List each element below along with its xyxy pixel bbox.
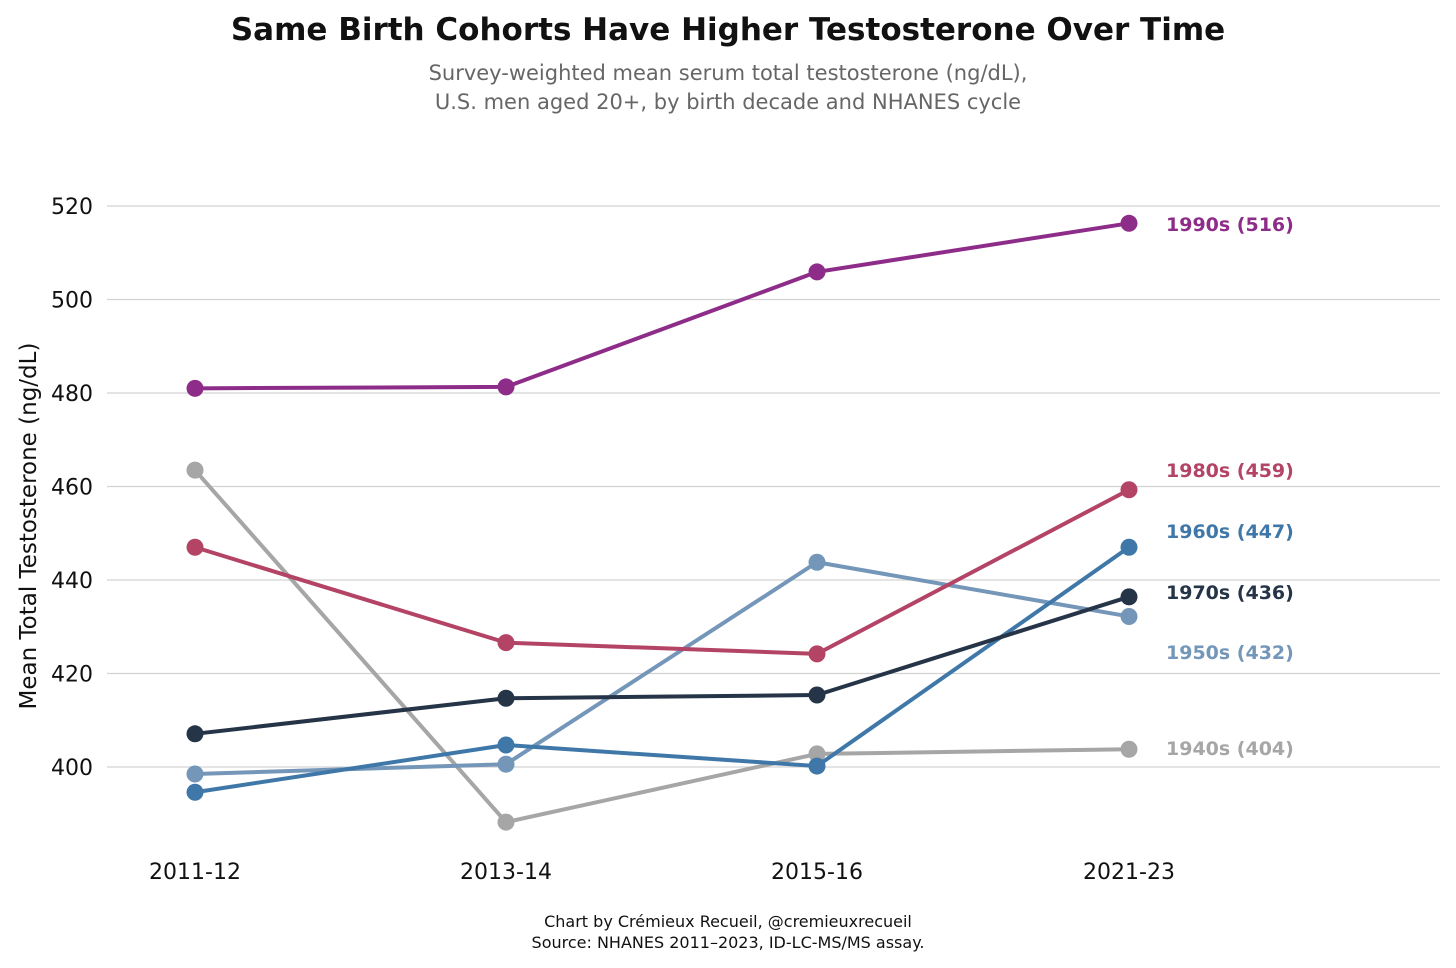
x-axis-ticks: 2011-12 2013-14 2015-16 2021-23 [149,860,1175,885]
end-label-1950s: 1950s (432) [1166,642,1294,664]
chart-subtitle-line-2: U.S. men aged 20+, by birth decade and N… [435,90,1021,114]
end-label-1980s: 1980s (459) [1166,460,1294,482]
series-line-1980s [193,487,1131,656]
chart-subtitle-line-1: Survey-weighted mean serum total testost… [429,61,1028,85]
y-tick-label: 520 [51,195,93,220]
y-tick-label: 480 [51,382,93,407]
data-point-1990s [808,263,826,281]
data-point-1970s [497,689,515,707]
end-label-1960s: 1960s (447) [1166,521,1294,543]
data-point-1940s [186,461,204,479]
y-tick-label: 460 [51,476,93,501]
y-axis-label: Mean Total Testosterone (ng/dL) [16,343,42,710]
data-point-1940s [808,745,826,763]
data-point-1990s [1120,214,1138,232]
series-line-1990s [193,221,1131,391]
series-line-1960s [193,545,1131,795]
data-point-1950s [808,553,826,571]
end-label-1940s: 1940s (404) [1166,738,1294,760]
series-1970s [186,588,1138,743]
series-1960s [186,538,1138,801]
data-point-1990s [186,379,204,397]
end-label-1990s: 1990s (516) [1166,214,1294,236]
data-point-1970s [808,686,826,704]
data-point-1990s [497,378,515,396]
y-tick-label: 500 [51,289,93,314]
credit-line: Chart by Crémieux Recueil, @cremieuxrecu… [544,912,912,931]
data-point-1950s [186,765,204,783]
data-point-1950s [497,755,515,773]
series-1980s [186,481,1138,663]
end-label-1970s: 1970s (436) [1166,582,1294,604]
y-tick-label: 400 [51,756,93,781]
data-point-1970s [186,725,204,743]
series-1940s [186,461,1138,831]
series-1990s [186,214,1138,397]
series-line-1950s [193,560,1131,777]
series-layer [186,214,1138,831]
data-point-1970s [1120,588,1138,606]
data-point-1980s [497,634,515,652]
source-line: Source: NHANES 2011–2023, ID-LC-MS/MS as… [532,933,925,952]
data-point-1940s [1120,740,1138,758]
x-tick-label: 2015-16 [771,860,863,885]
series-line-1940s [193,468,1131,825]
chart-title: Same Birth Cohorts Have Higher Testoster… [231,12,1225,48]
data-point-1940s [497,813,515,831]
x-tick-label: 2013-14 [460,860,552,885]
data-point-1960s [808,757,826,775]
y-axis-ticks: 400 420 440 460 480 500 520 [51,195,93,781]
gridlines [107,205,1440,768]
y-tick-label: 440 [51,569,93,594]
x-tick-label: 2011-12 [149,860,241,885]
data-point-1980s [808,645,826,663]
series-line-1970s [193,594,1131,736]
data-point-1960s [186,783,204,801]
data-point-1980s [1120,481,1138,499]
data-point-1980s [186,538,204,556]
data-point-1960s [1120,538,1138,556]
x-tick-label: 2021-23 [1083,860,1175,885]
data-point-1960s [497,736,515,754]
end-labels: 1940s (404) 1950s (432) 1960s (447) 1970s (… [1166,214,1294,760]
data-point-1950s [1120,607,1138,625]
y-tick-label: 420 [51,663,93,688]
